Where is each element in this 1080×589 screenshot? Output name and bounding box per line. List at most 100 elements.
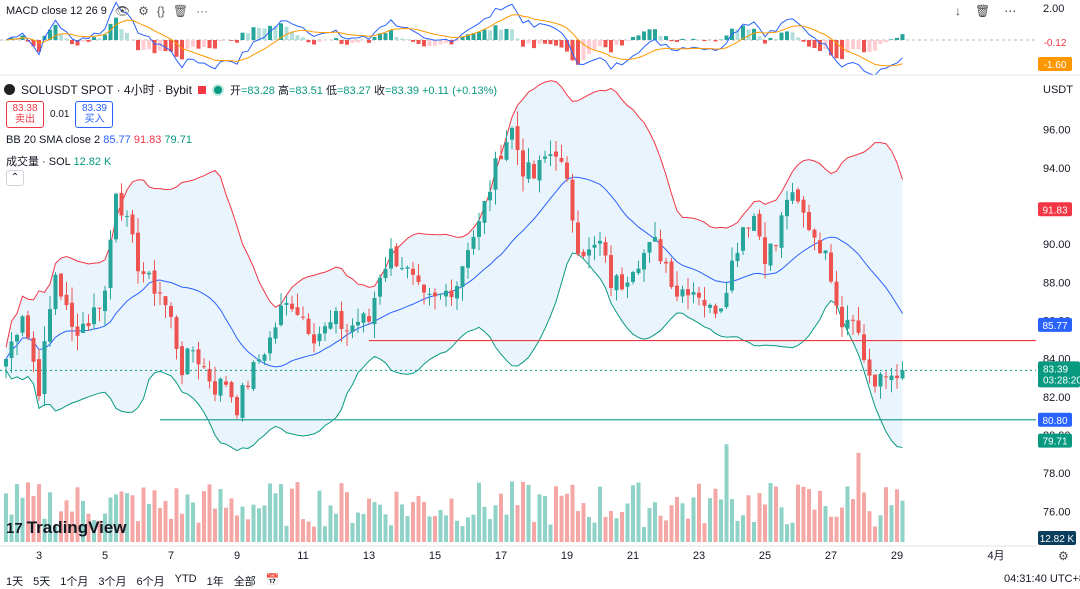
- macd-hist-bar: [868, 40, 872, 52]
- candle-body: [48, 309, 52, 342]
- volume-bar: [356, 513, 360, 542]
- arrow-down-icon[interactable]: ↓: [955, 4, 961, 18]
- macd-hist-bar: [411, 40, 415, 42]
- candle-body: [301, 317, 305, 318]
- range-1y[interactable]: 1年: [207, 573, 224, 589]
- candle-body: [642, 253, 646, 270]
- volume-bar: [395, 492, 399, 542]
- macd-hist-bar: [895, 38, 899, 40]
- candle-body: [516, 126, 520, 150]
- x-tick-12: 27: [825, 550, 837, 562]
- volume-legend: 成交量 · SOL 12.82 K: [6, 153, 111, 169]
- candle-body: [373, 298, 377, 324]
- macd-hist-bar: [164, 40, 168, 51]
- macd-hist-bar: [318, 40, 322, 42]
- volume-bar: [406, 516, 410, 542]
- trash-icon[interactable]: 🗑: [975, 4, 990, 18]
- macd-hist-bar: [620, 40, 624, 45]
- price-tag-1: 85.77: [1042, 321, 1067, 332]
- macd-hist-bar: [65, 38, 69, 40]
- clock[interactable]: 04:31:40 UTC+8: [1004, 573, 1080, 585]
- settings-icon[interactable]: ⚙: [1058, 549, 1069, 563]
- more-icon[interactable]: ⋯: [1004, 4, 1016, 18]
- volume-bar: [758, 493, 762, 542]
- macd-hist-bar: [307, 40, 311, 42]
- currency-label[interactable]: USDT: [1043, 84, 1073, 96]
- candle-body: [890, 376, 894, 380]
- range-ytd[interactable]: YTD: [175, 573, 197, 589]
- macd-hist-bar: [565, 40, 569, 52]
- candle-body: [455, 286, 459, 298]
- candle-body: [263, 355, 267, 361]
- volume-bar: [538, 494, 542, 542]
- date-range-icon[interactable]: 📅: [266, 573, 280, 589]
- range-3m[interactable]: 3个月: [98, 573, 126, 589]
- eye-icon[interactable]: 👁: [115, 4, 130, 18]
- candle-body: [549, 154, 553, 156]
- macd-hist-bar: [703, 40, 707, 41]
- volume-bar: [439, 510, 443, 542]
- code-icon[interactable]: {}: [157, 4, 165, 18]
- volume-bar: [637, 482, 641, 542]
- candle-body: [109, 240, 113, 288]
- volume-bar: [164, 501, 168, 542]
- macd-hist-bar: [246, 33, 250, 40]
- volume-bar: [873, 526, 877, 542]
- candle-body: [884, 376, 888, 377]
- range-1m[interactable]: 1个月: [60, 573, 88, 589]
- macd-hist-bar: [862, 40, 866, 52]
- volume-bar: [301, 519, 305, 542]
- volume-bar: [686, 519, 690, 542]
- range-all[interactable]: 全部: [234, 573, 256, 589]
- candle-body: [43, 341, 47, 394]
- collapse-legend-button[interactable]: ⌃: [6, 170, 24, 186]
- candle-body: [857, 320, 861, 332]
- macd-hist-bar: [59, 34, 63, 40]
- candle-body: [131, 214, 135, 234]
- macd-hist-bar: [191, 40, 195, 47]
- macd-hist-bar: [604, 40, 608, 47]
- candle-body: [604, 242, 608, 255]
- macd-hist-bar: [197, 40, 201, 49]
- volume-bar: [274, 493, 278, 542]
- volume-bar: [153, 490, 157, 542]
- candle-body: [169, 306, 173, 317]
- candle-body: [791, 192, 795, 201]
- macd-hist-bar: [774, 39, 778, 40]
- bb-lower: 79.71: [164, 134, 192, 146]
- volume-bar: [197, 523, 201, 542]
- volume-bar: [136, 521, 140, 542]
- candle-body: [37, 359, 41, 396]
- volume-bar: [664, 520, 668, 542]
- x-tick-3: 9: [234, 550, 240, 562]
- candle-body: [246, 386, 250, 387]
- volume-bar: [791, 523, 795, 542]
- macd-hist-bar: [758, 36, 762, 40]
- gear-icon[interactable]: ⚙: [138, 4, 149, 18]
- macd-hist-bar: [884, 40, 888, 42]
- macd-hist-bar: [54, 25, 58, 40]
- candle-body: [461, 266, 465, 287]
- trash-icon[interactable]: 🗑: [173, 4, 188, 18]
- symbol-title[interactable]: SOLUSDT SPOT · 4小时 · Bybit: [21, 81, 192, 98]
- range-6m[interactable]: 6个月: [137, 573, 165, 589]
- volume-bar: [367, 499, 371, 542]
- flag-icon[interactable]: [198, 86, 206, 94]
- more-icon[interactable]: ···: [196, 4, 208, 18]
- candle-body: [653, 237, 657, 242]
- candle-body: [483, 201, 487, 223]
- x-tick-4: 11: [297, 550, 308, 562]
- candle-body: [477, 221, 481, 237]
- range-1d[interactable]: 1天: [6, 573, 23, 589]
- candle-body: [609, 255, 613, 288]
- range-5d[interactable]: 5天: [33, 573, 50, 589]
- candle-body: [389, 249, 393, 269]
- candle-body: [213, 381, 217, 394]
- candle-body: [901, 370, 905, 378]
- candle-body: [362, 313, 366, 322]
- volume-bar: [692, 497, 696, 542]
- candle-body: [879, 374, 883, 387]
- macd-hist-bar: [257, 28, 261, 40]
